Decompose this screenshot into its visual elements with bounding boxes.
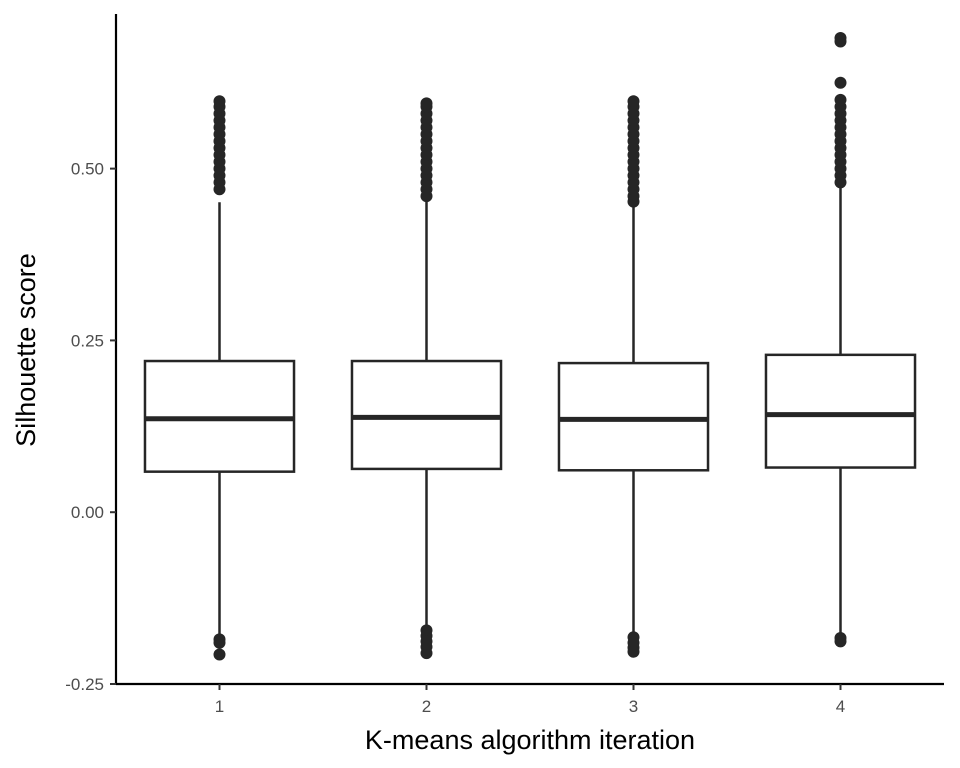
x-tick-label: 3 (629, 697, 638, 716)
y-tick-label: 0.25 (71, 331, 104, 350)
outlier-point (834, 93, 847, 106)
outlier-point (834, 76, 847, 89)
box-iqr (764, 353, 917, 469)
x-axis-title: K-means algorithm iteration (365, 725, 695, 755)
box-group-2 (350, 97, 503, 660)
y-tick-label: 0.50 (71, 160, 104, 179)
box-group-3 (557, 95, 710, 658)
y-axis-title: Silhouette score (11, 253, 41, 447)
outlier-point (834, 635, 847, 648)
boxes-layer (143, 32, 917, 661)
outlier-point (213, 648, 226, 661)
x-tick-label: 2 (422, 697, 431, 716)
box-group-4 (764, 32, 917, 648)
outlier-point (627, 95, 640, 108)
outlier-point (420, 97, 433, 110)
box-iqr (557, 361, 710, 472)
x-tick-label: 4 (836, 697, 845, 716)
outlier-point (834, 32, 847, 45)
outlier-point (627, 645, 640, 658)
outlier-point (213, 95, 226, 108)
y-tick-label: -0.25 (65, 675, 104, 694)
y-tick-label: 0.00 (71, 503, 104, 522)
axes-layer: -0.25 0.00 0.25 0.50 1 2 3 4 (65, 14, 944, 716)
box-group-1 (143, 95, 296, 661)
outlier-point (213, 636, 226, 649)
outlier-point (420, 647, 433, 660)
x-tick-label: 1 (215, 697, 224, 716)
